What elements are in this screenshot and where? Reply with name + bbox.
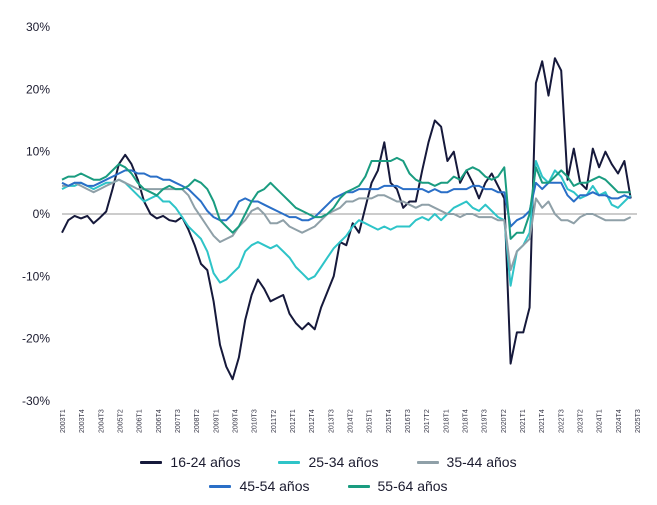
legend-item-35-44: 35-44 años xyxy=(416,454,517,470)
legend-item-25-34: 25-34 años xyxy=(278,454,379,470)
x-tick-label: 2017T2 xyxy=(424,409,431,433)
x-tick-label: 2015T4 xyxy=(386,409,393,433)
series-line-4 xyxy=(61,156,631,240)
series-line-2 xyxy=(62,178,632,272)
y-tick-label: 0% xyxy=(33,207,51,221)
x-tick-label: 2012T4 xyxy=(309,409,316,433)
legend-label-35-44: 35-44 años xyxy=(446,454,517,470)
x-tick-label: 2006T4 xyxy=(156,409,163,433)
legend-swatch-35-44 xyxy=(416,460,439,464)
legend-swatch-55-64 xyxy=(347,484,370,488)
legend-swatch-25-34 xyxy=(278,460,301,464)
x-tick-label: 2022T3 xyxy=(558,409,565,433)
legend-item-55-64: 55-64 años xyxy=(347,478,448,494)
legend-row-1: 16-24 años 25-34 años 35-44 años xyxy=(0,450,657,474)
line-chart: 30% 20% 10% 0% -10% -20% -30% 2003T1 2003T4 2004… xyxy=(22,20,642,433)
legend-label-55-64: 55-64 años xyxy=(377,478,448,494)
x-axis: 2003T1 2003T4 2004T3 2005T2 2006T1 2006T4 2007… xyxy=(60,409,642,433)
x-tick-label: 2021T4 xyxy=(539,409,546,433)
x-tick-label: 2025T3 xyxy=(635,409,642,433)
x-tick-label: 2014T2 xyxy=(348,409,355,433)
x-tick-label: 2020T2 xyxy=(501,409,508,433)
x-tick-label: 2024T1 xyxy=(597,409,604,433)
legend-label-16-24: 16-24 años xyxy=(170,454,241,470)
y-tick-label: 20% xyxy=(26,82,50,96)
x-tick-label: 2016T3 xyxy=(405,409,412,433)
y-tick-label: -30% xyxy=(22,394,50,408)
legend-swatch-45-54 xyxy=(209,484,232,488)
legend-label-45-54: 45-54 años xyxy=(239,478,310,494)
y-tick-label: 30% xyxy=(26,20,50,34)
y-tick-label: 10% xyxy=(26,145,50,159)
legend-swatch-16-24 xyxy=(140,460,163,464)
x-tick-label: 2023T2 xyxy=(578,409,585,433)
x-tick-label: 2015T1 xyxy=(367,409,374,433)
series-lines xyxy=(61,57,632,381)
x-tick-label: 2024T4 xyxy=(616,409,623,433)
x-tick-label: 2018T1 xyxy=(443,409,450,433)
series-line-1 xyxy=(61,160,632,287)
legend-row-2: 45-54 años 55-64 años xyxy=(0,474,657,498)
x-tick-label: 2013T3 xyxy=(328,409,335,433)
y-tick-label: -20% xyxy=(22,332,50,346)
legend: 16-24 años 25-34 años 35-44 años 45-54 a… xyxy=(0,450,657,498)
x-tick-label: 2019T3 xyxy=(482,409,489,433)
y-axis: 30% 20% 10% 0% -10% -20% -30% xyxy=(22,20,50,408)
legend-label-25-34: 25-34 años xyxy=(308,454,379,470)
legend-item-45-54: 45-54 años xyxy=(209,478,310,494)
x-tick-label: 2008T2 xyxy=(194,409,201,433)
x-tick-label: 2011T2 xyxy=(271,410,278,433)
x-tick-label: 2009T4 xyxy=(233,409,240,433)
x-tick-label: 2010T3 xyxy=(252,409,259,433)
x-tick-label: 2009T1 xyxy=(213,409,220,433)
x-tick-label: 2021T1 xyxy=(520,409,527,433)
x-tick-label: 2003T1 xyxy=(60,409,67,433)
x-tick-label: 2005T2 xyxy=(118,409,125,433)
x-tick-label: 2004T3 xyxy=(98,409,105,433)
x-tick-label: 2006T1 xyxy=(137,409,144,433)
legend-item-16-24: 16-24 años xyxy=(140,454,240,470)
y-tick-label: -10% xyxy=(22,269,50,283)
x-tick-label: 2007T3 xyxy=(175,409,182,433)
x-tick-label: 2003T4 xyxy=(79,409,86,433)
x-tick-label: 2018T4 xyxy=(463,409,470,433)
x-tick-label: 2012T1 xyxy=(290,409,297,433)
series-line-0 xyxy=(61,57,632,381)
